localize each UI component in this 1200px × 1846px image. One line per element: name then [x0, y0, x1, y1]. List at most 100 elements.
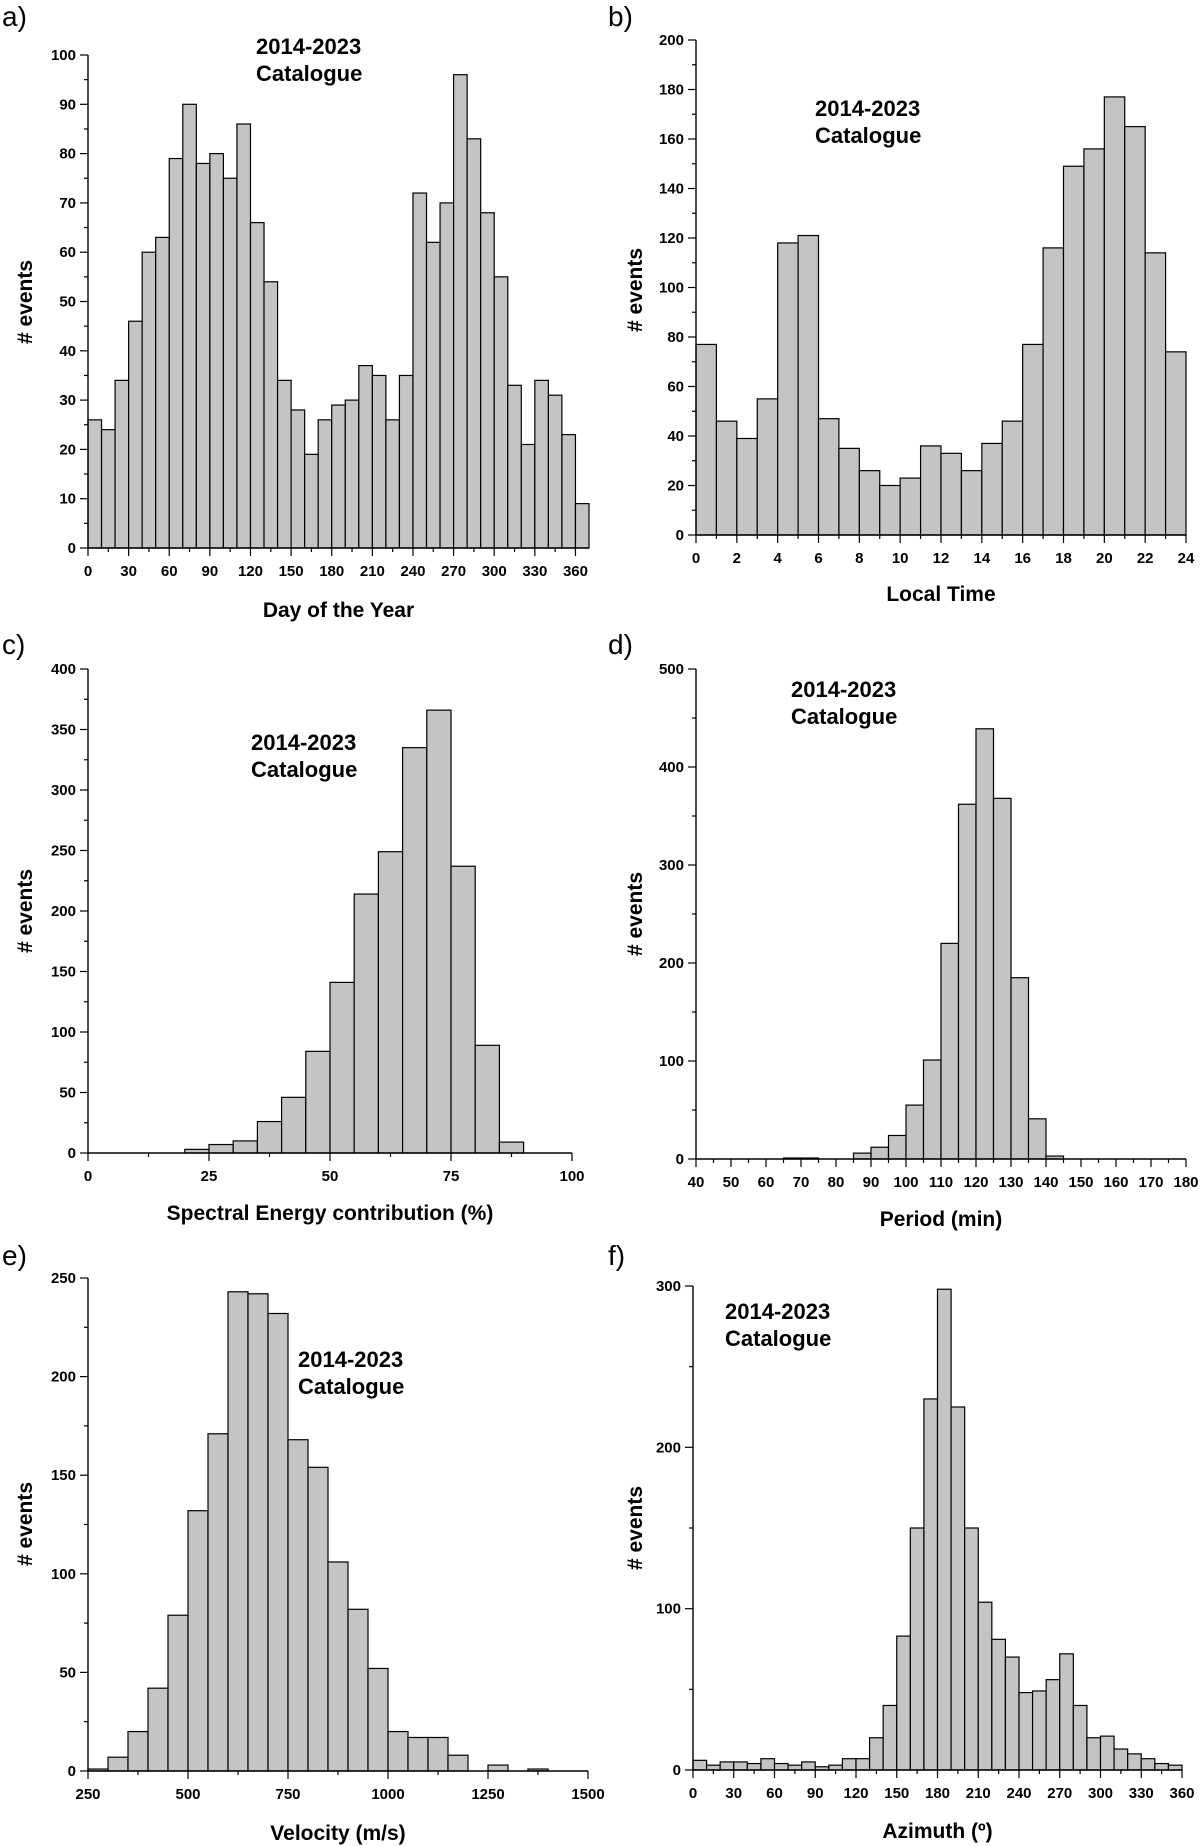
histogram-bar [385, 419, 401, 549]
x-tick-label: 150 [1068, 1174, 1093, 1191]
histogram-bar [1140, 1758, 1156, 1771]
y-tick-label: 90 [59, 96, 76, 113]
x-axis-label: Azimuth (º) [882, 1820, 992, 1843]
histogram-bar [347, 1608, 369, 1772]
histogram-bar [964, 1527, 979, 1771]
histogram-bar [141, 251, 157, 549]
histogram-bar [736, 437, 758, 536]
histogram-bar [855, 1758, 871, 1771]
x-tick-label: 30 [120, 563, 137, 580]
x-tick-label: 160 [1103, 1174, 1128, 1191]
histogram-bar [1086, 1737, 1102, 1771]
y-tick-label: 300 [51, 782, 76, 799]
x-tick-label: 270 [1047, 1785, 1072, 1802]
x-tick-label: 130 [998, 1174, 1023, 1191]
x-tick-label: 60 [161, 563, 178, 580]
y-axis-label: # events [624, 248, 647, 332]
histogram-bar [100, 429, 116, 549]
histogram-bar [1103, 96, 1126, 536]
histogram-bar [1127, 1753, 1142, 1771]
histogram-bar [247, 1293, 269, 1772]
histogram-bar [858, 470, 881, 536]
histogram-bar [493, 276, 509, 549]
histogram-bar [992, 797, 1012, 1160]
y-tick-label: 30 [59, 392, 76, 409]
x-tick-label: 150 [279, 563, 304, 580]
histogram-bar [412, 192, 428, 549]
histogram-bar [263, 281, 279, 549]
x-tick-label: 60 [766, 1785, 783, 1802]
x-tick-label: 18 [1055, 550, 1072, 567]
histogram-bar [187, 1510, 209, 1772]
histogram-bar [1072, 1704, 1088, 1771]
y-tick-label: 100 [659, 280, 684, 297]
histogram-bar [487, 1764, 509, 1772]
histogram-bar [1164, 351, 1187, 536]
y-axis-label: # events [14, 869, 37, 953]
x-tick-label: 75 [443, 1168, 460, 1185]
histogram-bar [1113, 1748, 1129, 1771]
y-tick-label: 200 [659, 32, 684, 49]
x-tick-label: 0 [84, 563, 92, 580]
x-tick-label: 120 [843, 1785, 868, 1802]
x-tick-label: 210 [360, 563, 385, 580]
x-tick-label: 70 [793, 1174, 810, 1191]
y-tick-label: 200 [656, 1439, 681, 1456]
x-tick-label: 20 [1096, 550, 1113, 567]
panel-label: c) [2, 629, 25, 660]
histogram-bar [852, 1152, 872, 1160]
histogram-bar [447, 1754, 469, 1772]
x-tick-label: 240 [400, 563, 425, 580]
histogram-bar [87, 419, 103, 549]
y-tick-label: 60 [667, 379, 684, 396]
histogram-bar [480, 212, 495, 549]
x-tick-label: 240 [1006, 1785, 1031, 1802]
histogram-bar [940, 452, 963, 536]
y-tick-label: 180 [659, 82, 684, 99]
catalogue-annotation: 2014-2023 [815, 96, 920, 121]
x-tick-label: 8 [855, 550, 863, 567]
histogram-bar [249, 222, 265, 549]
histogram-bar [1083, 148, 1105, 536]
y-tick-label: 20 [667, 478, 684, 495]
x-tick-label: 90 [863, 1174, 880, 1191]
panel-label: e) [2, 1240, 27, 1271]
histogram-bar [236, 123, 252, 549]
y-tick-label: 0 [68, 540, 76, 557]
catalogue-annotation: Catalogue [251, 757, 357, 782]
y-tick-label: 20 [59, 441, 76, 458]
catalogue-annotation: 2014-2023 [725, 1299, 830, 1324]
histogram-bar [574, 503, 590, 549]
histogram-bar [281, 1096, 307, 1154]
histogram-bar [128, 320, 143, 549]
histogram-bar [344, 399, 360, 549]
histogram-bar [692, 1759, 708, 1771]
histogram-bar [773, 1762, 789, 1771]
histogram-bar [331, 404, 346, 549]
y-tick-label: 60 [59, 244, 76, 261]
x-axis-label: Period (min) [880, 1208, 1003, 1231]
histogram-bar [327, 1561, 349, 1772]
chart-panel-3: c) 0 50 100 150 200 250 300 350 400 0 25 50 75 100 Spec… [2, 629, 585, 1225]
chart-panel-1: a) 0 10 20 30 40 50 60 70 80 90 100 0 30 60 90 120 150 180… [2, 1, 590, 622]
x-tick-label: 30 [725, 1785, 742, 1802]
x-tick-label: 120 [963, 1174, 988, 1191]
x-tick-label: 750 [275, 1786, 300, 1803]
histogram-bar [276, 379, 292, 549]
histogram-bar [1124, 126, 1146, 536]
x-tick-label: 22 [1137, 550, 1154, 567]
histogram-bar [114, 379, 130, 549]
x-axis-label: Velocity (m/s) [270, 1822, 405, 1845]
y-tick-label: 160 [659, 131, 684, 148]
catalogue-annotation: 2014-2023 [251, 730, 356, 755]
y-tick-label: 0 [68, 1145, 76, 1162]
histogram-bar [317, 419, 333, 549]
y-axis-label: # events [624, 872, 647, 956]
histogram-bar [899, 477, 922, 536]
histogram-bar [358, 364, 373, 549]
histogram-bar [534, 379, 549, 549]
histogram-bar [746, 1762, 762, 1771]
catalogue-annotation: 2014-2023 [256, 34, 361, 59]
histogram-bar [977, 1601, 993, 1771]
